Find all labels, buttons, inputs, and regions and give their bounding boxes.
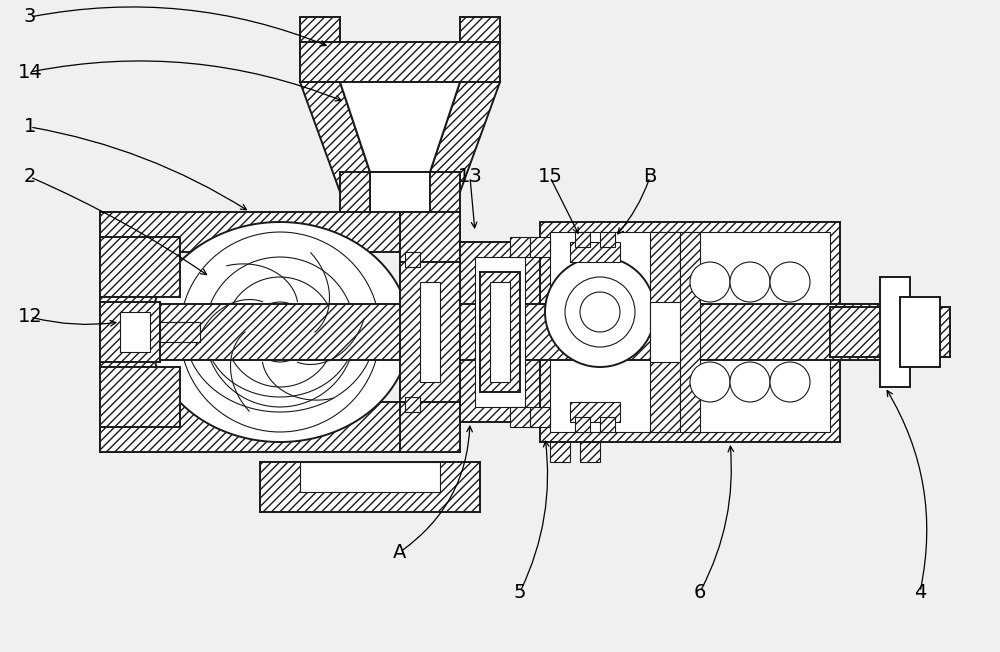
Bar xyxy=(650,302,680,362)
Bar xyxy=(370,172,430,222)
Text: 6: 6 xyxy=(694,582,706,602)
Circle shape xyxy=(690,262,730,302)
Text: 3: 3 xyxy=(24,8,36,27)
Text: 5: 5 xyxy=(514,582,526,602)
Bar xyxy=(420,282,440,382)
Bar xyxy=(550,442,570,462)
Bar xyxy=(480,272,520,392)
Bar xyxy=(160,322,200,342)
Bar xyxy=(570,242,620,262)
Bar xyxy=(550,232,830,432)
Bar xyxy=(350,217,450,237)
Bar xyxy=(460,242,540,422)
Polygon shape xyxy=(430,82,500,192)
Bar xyxy=(300,42,500,82)
Polygon shape xyxy=(340,82,460,172)
Bar xyxy=(530,407,550,427)
Text: 4: 4 xyxy=(914,582,926,602)
Bar xyxy=(680,232,700,432)
Circle shape xyxy=(580,292,620,332)
Bar xyxy=(100,212,160,452)
Bar xyxy=(600,417,615,432)
Bar xyxy=(100,304,900,360)
Text: 1: 1 xyxy=(24,117,36,136)
Bar xyxy=(340,172,460,222)
Bar xyxy=(540,222,840,442)
Bar xyxy=(405,252,420,267)
Circle shape xyxy=(730,362,770,402)
Text: 14: 14 xyxy=(18,63,42,82)
Bar xyxy=(300,462,440,492)
Text: 2: 2 xyxy=(24,168,36,186)
Circle shape xyxy=(565,277,635,347)
Bar xyxy=(100,237,180,297)
Bar xyxy=(260,462,480,512)
Bar xyxy=(405,397,420,412)
Polygon shape xyxy=(300,82,370,192)
Bar xyxy=(475,257,525,407)
Bar xyxy=(650,232,680,432)
Bar xyxy=(510,407,530,427)
Bar xyxy=(900,297,940,367)
Circle shape xyxy=(770,262,810,302)
Circle shape xyxy=(545,257,655,367)
Text: 12: 12 xyxy=(18,308,42,327)
Bar xyxy=(510,237,530,257)
Bar xyxy=(400,212,460,452)
Bar xyxy=(100,212,460,252)
Bar xyxy=(100,367,180,427)
Circle shape xyxy=(730,262,770,302)
Text: B: B xyxy=(643,168,657,186)
Circle shape xyxy=(690,362,730,402)
Bar xyxy=(100,402,460,452)
Bar xyxy=(100,302,160,362)
Bar xyxy=(575,417,590,432)
Bar xyxy=(880,277,910,387)
Text: A: A xyxy=(393,542,407,561)
Bar xyxy=(530,237,550,257)
Bar xyxy=(370,217,430,237)
Bar xyxy=(490,282,510,382)
Bar xyxy=(575,232,590,247)
Bar xyxy=(880,307,950,357)
Bar xyxy=(570,402,620,422)
Bar xyxy=(120,312,150,352)
Circle shape xyxy=(770,362,810,402)
Bar xyxy=(830,307,920,357)
Polygon shape xyxy=(150,222,410,442)
Bar xyxy=(600,232,615,247)
Bar xyxy=(460,17,500,62)
Bar xyxy=(400,262,460,402)
Bar xyxy=(580,442,600,462)
Text: 15: 15 xyxy=(538,168,562,186)
Text: 13: 13 xyxy=(458,168,482,186)
Bar xyxy=(300,17,340,62)
Bar xyxy=(880,282,900,382)
